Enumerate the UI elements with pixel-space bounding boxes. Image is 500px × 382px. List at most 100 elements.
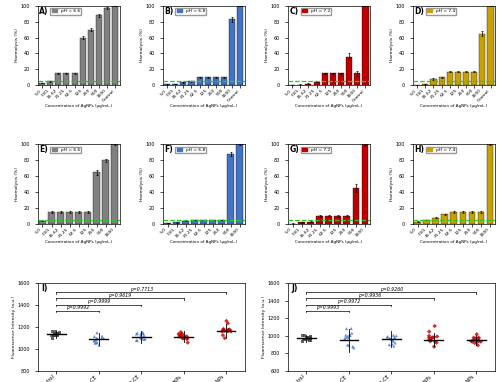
Point (219, 332, 227, 338)
Point (184, 335, 192, 341)
Point (178, 331, 186, 337)
Bar (306, 84, 312, 85)
Point (304, 334, 312, 340)
Bar (330, 73, 336, 85)
Point (470, 335, 478, 341)
Bar (72, 73, 78, 85)
Point (224, 328, 232, 334)
Bar (80, 37, 86, 85)
X-axis label: Concentration of AgNPs (μg/mL.): Concentration of AgNPs (μg/mL.) (170, 104, 237, 108)
Point (468, 338, 476, 345)
Y-axis label: Haemolysis (%): Haemolysis (%) (390, 29, 394, 62)
Point (348, 330, 356, 336)
Point (90, 338, 98, 344)
Point (427, 338, 435, 344)
Point (224, 328, 232, 334)
Point (52, 330, 60, 337)
Point (426, 337, 434, 343)
Point (346, 331, 354, 337)
Point (225, 327, 233, 333)
Legend: pH = 6.6: pH = 6.6 (50, 8, 81, 15)
Bar (486, 144, 494, 224)
Point (390, 334, 398, 340)
Bar (238, 6, 244, 85)
Bar (182, 221, 189, 224)
Point (183, 336, 191, 342)
Point (383, 334, 391, 340)
Point (138, 335, 146, 341)
Bar (338, 73, 344, 85)
Bar (180, 83, 186, 85)
Point (136, 334, 144, 340)
Point (472, 335, 480, 342)
Bar (164, 223, 171, 224)
Y-axis label: Haemolysis (%): Haemolysis (%) (265, 167, 269, 201)
Point (430, 334, 438, 340)
Point (472, 331, 480, 337)
Point (390, 332, 398, 338)
Point (425, 335, 433, 341)
Bar (446, 72, 453, 85)
Point (430, 323, 438, 329)
Point (474, 335, 482, 341)
Text: p=0.9972: p=0.9972 (337, 299, 360, 304)
Point (428, 335, 436, 341)
Point (425, 333, 433, 339)
Point (226, 326, 234, 332)
Bar (164, 84, 170, 85)
Point (304, 335, 312, 341)
Point (92, 337, 100, 343)
X-axis label: Concentration of AgNPs (μg/mL.): Concentration of AgNPs (μg/mL.) (420, 240, 488, 244)
Bar (322, 73, 328, 85)
Point (218, 329, 226, 335)
Point (177, 329, 185, 335)
Bar (96, 15, 102, 85)
Bar (289, 223, 296, 224)
Bar (362, 144, 368, 224)
Point (224, 327, 232, 333)
Point (390, 338, 398, 344)
Point (220, 335, 228, 341)
Text: p=0.9936: p=0.9936 (358, 293, 382, 298)
Bar (192, 220, 198, 224)
Bar (471, 72, 478, 85)
X-axis label: Concentration of AgNPs (μg/mL.): Concentration of AgNPs (μg/mL.) (295, 104, 362, 108)
Bar (196, 77, 202, 85)
Bar (488, 6, 494, 85)
Point (306, 335, 314, 341)
Y-axis label: Fluorescence Intensity (a.u.): Fluorescence Intensity (a.u.) (12, 296, 16, 358)
Text: A): A) (39, 6, 48, 16)
Bar (450, 212, 457, 224)
Point (94, 336, 102, 342)
Point (184, 340, 192, 346)
Bar (344, 216, 350, 224)
Point (93, 330, 101, 336)
Bar (414, 222, 421, 224)
Point (347, 325, 355, 332)
Point (432, 340, 440, 346)
Point (384, 334, 392, 340)
Y-axis label: Haemolysis (%): Haemolysis (%) (140, 167, 144, 201)
Point (92, 339, 100, 345)
Point (53, 332, 61, 338)
Point (49, 332, 57, 338)
Point (428, 335, 436, 341)
Point (433, 333, 441, 340)
Point (470, 337, 478, 343)
Bar (94, 172, 100, 224)
Point (306, 333, 314, 340)
Bar (221, 77, 227, 85)
Bar (64, 73, 70, 85)
Legend: pH = 7.4: pH = 7.4 (426, 147, 456, 154)
Point (388, 337, 396, 343)
Point (179, 335, 187, 341)
Point (301, 337, 309, 343)
Point (49, 335, 57, 342)
Bar (104, 8, 110, 85)
Bar (48, 212, 55, 224)
Point (391, 340, 399, 346)
X-axis label: Concentration of AgNPs (μg/mL.): Concentration of AgNPs (μg/mL.) (295, 240, 362, 244)
Point (132, 337, 140, 343)
Bar (39, 83, 45, 85)
Bar (480, 34, 486, 85)
